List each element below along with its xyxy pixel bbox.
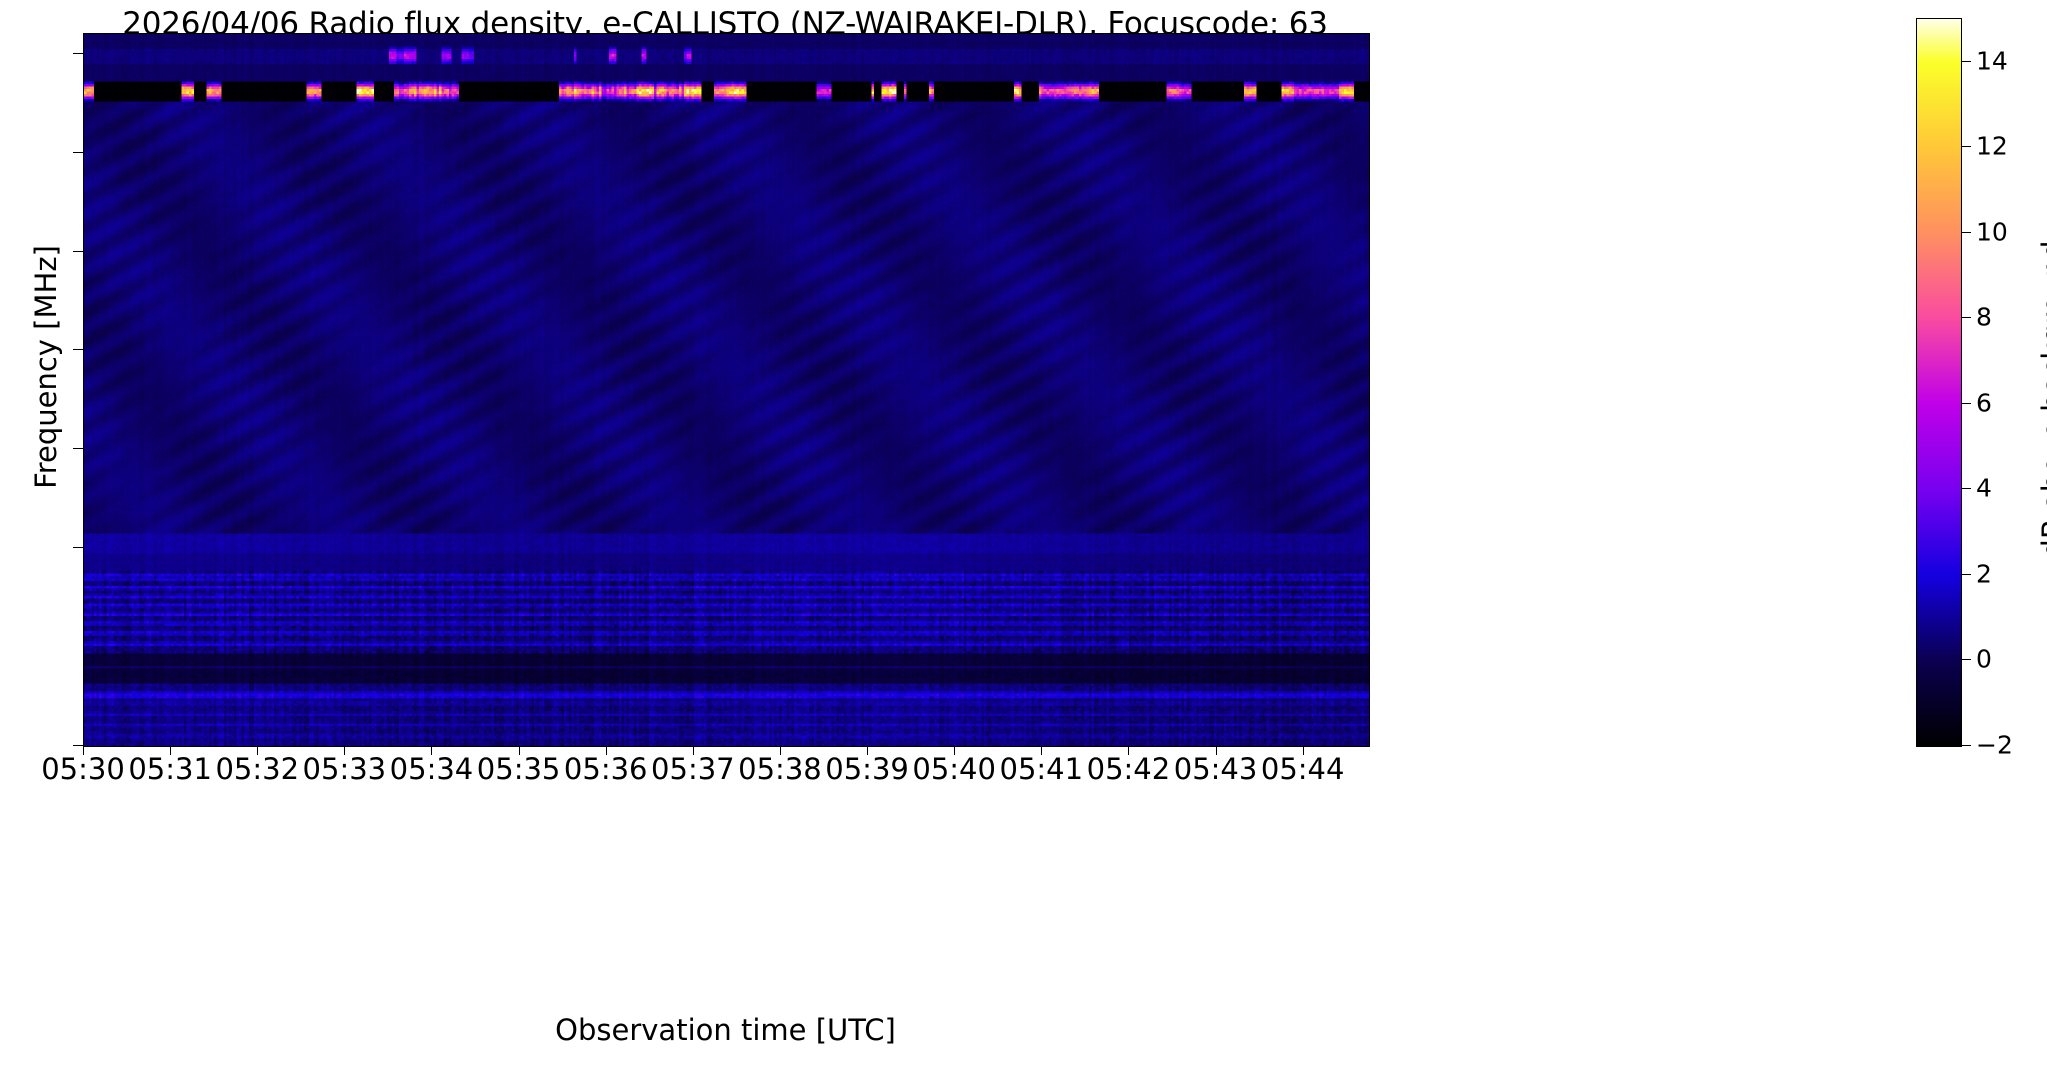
x-tick-label: 05:31	[128, 752, 212, 786]
x-tick-mark	[344, 746, 346, 755]
colorbar-tick-label: 10	[1976, 217, 2008, 247]
x-tick-mark	[692, 746, 694, 755]
x-tick-label: 05:44	[1260, 752, 1345, 786]
x-tick-label: 05:30	[41, 752, 125, 786]
y-tick-mark	[73, 250, 83, 252]
x-tick-mark	[605, 746, 607, 755]
x-tick-mark	[1215, 746, 1217, 755]
y-tick-mark	[73, 52, 83, 54]
colorbar-tick-mark	[1962, 659, 1971, 661]
x-tick-label: 05:34	[389, 752, 474, 786]
colorbar-tick-mark	[1962, 60, 1971, 62]
x-tick-mark	[1128, 746, 1130, 755]
y-tick-mark	[73, 349, 83, 351]
x-tick-label: 05:39	[825, 752, 909, 786]
y-axis-label: Frequency [MHz]	[29, 245, 63, 489]
x-tick-mark	[170, 746, 172, 755]
x-tick-mark	[1041, 746, 1043, 755]
x-axis-label: Observation time [UTC]	[555, 1013, 896, 1047]
colorbar-tick-mark	[1962, 317, 1971, 319]
colorbar-label: dB above background	[2036, 240, 2047, 558]
colorbar-tick-mark	[1962, 745, 1971, 746]
colorbar-tick-label: −2	[1976, 730, 2013, 760]
x-tick-mark	[779, 746, 781, 755]
colorbar-tick-mark	[1962, 146, 1971, 148]
colorbar-tick-mark	[1962, 573, 1971, 575]
x-tick-label: 05:42	[1086, 752, 1171, 786]
colorbar-tick-label: 14	[1976, 46, 2008, 76]
x-tick-mark	[867, 746, 869, 755]
x-tick-mark	[257, 746, 259, 755]
x-tick-label: 05:32	[215, 752, 300, 786]
x-tick-label: 05:43	[1173, 752, 1258, 786]
x-tick-label: 05:33	[302, 752, 387, 786]
x-tick-label: 05:35	[476, 752, 561, 786]
x-tick-mark	[83, 746, 84, 755]
colorbar-tick-label: 12	[1976, 131, 2008, 161]
x-tick-label: 05:36	[563, 752, 648, 786]
colorbar-tick-mark	[1962, 402, 1971, 404]
colorbar	[1916, 18, 1962, 747]
x-tick-label: 05:37	[651, 752, 735, 786]
y-tick-mark	[73, 745, 83, 746]
colorbar-tick-mark	[1962, 231, 1971, 233]
colorbar-tick-label: 4	[1976, 473, 1992, 503]
y-tick-mark	[73, 151, 83, 153]
x-tick-mark	[431, 746, 433, 755]
colorbar-tick-label: 2	[1976, 559, 1992, 589]
y-tick-mark	[73, 448, 83, 450]
colorbar-gradient	[1917, 19, 1961, 746]
y-tick-mark	[73, 547, 83, 549]
colorbar-tick-label: 0	[1976, 644, 1992, 674]
colorbar-tick-label: 6	[1976, 388, 1992, 418]
x-tick-label: 05:40	[912, 752, 996, 786]
x-tick-mark	[954, 746, 956, 755]
spectrogram-image	[84, 34, 1369, 746]
colorbar-tick-label: 8	[1976, 302, 1992, 332]
x-tick-mark	[518, 746, 520, 755]
spectrogram-plot-area[interactable]	[83, 33, 1370, 747]
x-tick-label: 05:38	[738, 752, 822, 786]
colorbar-tick-mark	[1962, 488, 1971, 490]
x-tick-label: 05:41	[999, 752, 1084, 786]
x-tick-mark	[1302, 746, 1304, 755]
